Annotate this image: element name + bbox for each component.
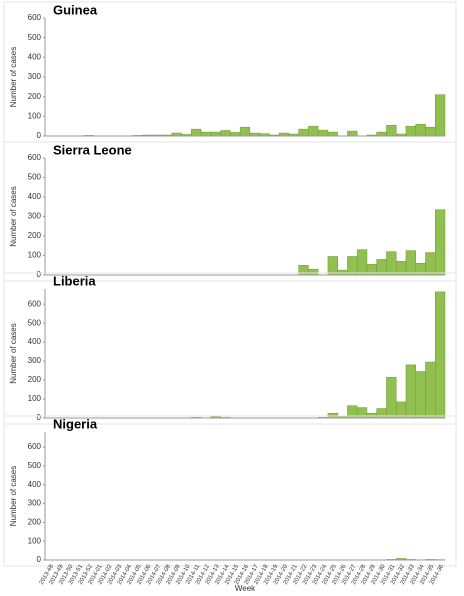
y-tick-label: 500 bbox=[28, 318, 42, 327]
bar bbox=[200, 131, 212, 137]
y-tick-label: 100 bbox=[28, 111, 42, 120]
y-tick-label: 300 bbox=[28, 212, 42, 221]
bar bbox=[308, 125, 319, 137]
y-tick-label: 200 bbox=[28, 375, 42, 384]
bar bbox=[405, 250, 416, 276]
bar bbox=[405, 364, 416, 419]
y-axis-label: Number of cases bbox=[9, 47, 18, 107]
bar bbox=[356, 249, 368, 276]
y-tick-label: 600 bbox=[28, 13, 42, 22]
bar bbox=[405, 125, 416, 137]
y-tick-label: 500 bbox=[28, 33, 42, 42]
y-axis-label: Number of cases bbox=[9, 466, 18, 526]
bar bbox=[239, 126, 251, 137]
y-tick-label: 400 bbox=[28, 52, 42, 61]
panel-title: Sierra Leone bbox=[53, 142, 132, 157]
bar bbox=[415, 371, 426, 419]
y-tick-label: 100 bbox=[28, 394, 42, 403]
bar bbox=[386, 251, 397, 276]
bar bbox=[298, 128, 309, 137]
bar bbox=[434, 291, 446, 419]
bar bbox=[327, 256, 338, 276]
y-tick-label: 200 bbox=[28, 517, 42, 526]
y-tick-label: 400 bbox=[28, 192, 42, 201]
bar bbox=[386, 376, 397, 419]
y-tick-label: 500 bbox=[28, 173, 42, 182]
bar bbox=[415, 123, 426, 137]
y-tick-label: 500 bbox=[28, 461, 42, 470]
y-tick-label: 600 bbox=[28, 299, 42, 308]
y-tick-label: 100 bbox=[28, 536, 42, 545]
panel-frame bbox=[3, 272, 457, 425]
y-tick-label: 0 bbox=[37, 131, 42, 140]
bar bbox=[327, 131, 338, 137]
y-tick-label: 300 bbox=[28, 499, 42, 508]
bar bbox=[230, 132, 241, 137]
y-tick-label: 300 bbox=[28, 72, 42, 81]
panel-frame bbox=[3, 141, 457, 282]
bar bbox=[434, 209, 446, 276]
y-tick-label: 0 bbox=[37, 270, 42, 279]
bar bbox=[347, 256, 358, 276]
bar bbox=[347, 130, 358, 137]
bar bbox=[376, 131, 387, 137]
y-tick-label: 400 bbox=[28, 337, 42, 346]
bar bbox=[210, 131, 221, 137]
bar bbox=[425, 126, 436, 137]
bar bbox=[386, 124, 397, 137]
bar bbox=[434, 94, 446, 137]
y-axis-label: Number of cases bbox=[9, 186, 18, 246]
bar bbox=[317, 129, 329, 137]
bar bbox=[220, 130, 231, 137]
y-tick-label: 0 bbox=[37, 555, 42, 564]
bar bbox=[376, 408, 387, 419]
panel-title: Liberia bbox=[53, 273, 96, 288]
bar bbox=[425, 252, 436, 276]
y-tick-label: 600 bbox=[28, 153, 42, 162]
bar bbox=[425, 361, 436, 419]
bar bbox=[298, 265, 309, 276]
x-axis-label: Week bbox=[235, 584, 256, 593]
y-tick-label: 600 bbox=[28, 442, 42, 451]
panel-title: Guinea bbox=[53, 2, 98, 17]
panel-frame bbox=[3, 415, 457, 567]
y-tick-label: 400 bbox=[28, 480, 42, 489]
panel-frame bbox=[3, 1, 457, 143]
panel-title: Nigeria bbox=[53, 416, 98, 431]
y-axis-label: Number of cases bbox=[9, 323, 18, 383]
y-tick-label: 0 bbox=[37, 413, 42, 422]
y-tick-label: 100 bbox=[28, 251, 42, 260]
y-tick-label: 300 bbox=[28, 356, 42, 365]
y-tick-label: 200 bbox=[28, 92, 42, 101]
bar bbox=[191, 128, 202, 137]
y-tick-label: 200 bbox=[28, 231, 42, 240]
bar bbox=[308, 268, 319, 276]
